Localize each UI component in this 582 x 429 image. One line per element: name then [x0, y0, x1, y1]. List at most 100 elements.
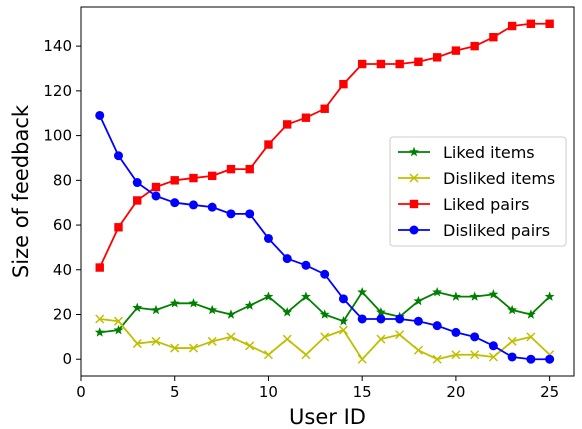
- data-point: [133, 196, 142, 205]
- legend-label: Liked items: [443, 143, 535, 162]
- data-point: [151, 182, 161, 192]
- x-tick-label: 15: [353, 383, 372, 401]
- data-point: [151, 304, 161, 315]
- data-point: [414, 57, 423, 66]
- legend-label: Liked pairs: [443, 195, 529, 214]
- legend-item: Disliked items: [398, 169, 555, 188]
- data-point: [450, 291, 461, 301]
- data-point: [245, 164, 254, 174]
- y-tick-label: 60: [53, 216, 72, 234]
- data-point: [413, 345, 423, 355]
- data-point: [244, 300, 255, 310]
- legend-marker: [409, 173, 419, 183]
- data-point: [395, 314, 405, 324]
- data-point: [470, 41, 479, 51]
- data-point: [170, 176, 179, 185]
- data-point: [170, 198, 180, 208]
- data-point: [545, 354, 555, 364]
- data-point: [375, 307, 386, 317]
- data-point: [263, 233, 273, 243]
- data-point: [432, 286, 443, 297]
- data-point: [470, 350, 480, 360]
- data-point: [94, 327, 105, 337]
- data-point: [470, 332, 480, 342]
- data-point: [489, 32, 498, 42]
- data-point: [451, 350, 461, 360]
- data-point: [507, 21, 517, 31]
- legend-label: Disliked pairs: [443, 221, 550, 240]
- data-point: [432, 354, 442, 364]
- data-point: [170, 343, 180, 353]
- data-point: [395, 59, 404, 69]
- y-tick-label: 120: [43, 82, 72, 100]
- data-point: [469, 291, 480, 301]
- data-point: [151, 191, 161, 201]
- data-point: [95, 263, 104, 272]
- data-point: [208, 171, 217, 181]
- data-point: [526, 354, 536, 364]
- data-point: [320, 332, 330, 342]
- data-point: [525, 309, 536, 319]
- data-point: [507, 352, 517, 362]
- x-tick-label: 0: [76, 383, 86, 401]
- data-point: [320, 104, 329, 113]
- x-tick-label: 5: [170, 383, 180, 401]
- x-tick-label: 20: [446, 383, 465, 401]
- legend-marker: [409, 199, 419, 209]
- data-point: [507, 304, 518, 315]
- legend-item: Disliked pairs: [398, 221, 550, 240]
- data-point: [132, 302, 143, 312]
- axes-frame: [80, 6, 575, 377]
- data-point: [282, 254, 292, 264]
- data-point: [488, 289, 499, 299]
- data-point: [189, 173, 198, 183]
- data-point: [282, 307, 293, 317]
- data-point: [132, 339, 142, 349]
- data-point: [338, 325, 348, 335]
- data-point: [95, 314, 105, 324]
- data-point: [301, 291, 311, 301]
- y-tick-label: 140: [43, 37, 72, 55]
- data-point: [376, 334, 386, 344]
- data-point: [395, 330, 405, 340]
- axis-ticks: 0 5 10 15 20 25 0 20 40 60 80 100 120 140: [43, 37, 559, 401]
- data-point: [320, 269, 330, 279]
- data-point: [245, 209, 255, 219]
- data-point: [526, 332, 536, 342]
- data-point: [282, 334, 292, 344]
- data-point: [432, 321, 442, 331]
- data-point: [207, 336, 217, 346]
- data-point: [413, 295, 424, 306]
- data-point: [226, 309, 236, 319]
- data-point: [451, 46, 461, 55]
- data-point: [263, 350, 273, 360]
- x-tick-label: 25: [540, 383, 559, 401]
- data-point: [339, 79, 348, 89]
- data-point: [226, 164, 236, 174]
- plot-area: [94, 19, 555, 364]
- data-point: [357, 314, 367, 324]
- series-line: [99, 318, 551, 361]
- data-point: [264, 140, 273, 149]
- data-point: [301, 350, 311, 360]
- x-axis-label: User ID: [289, 405, 366, 429]
- data-point: [132, 178, 142, 188]
- data-point: [301, 260, 311, 270]
- series-liked-pairs: [95, 19, 554, 272]
- legend-label: Disliked items: [443, 169, 555, 188]
- data-point: [376, 59, 386, 69]
- data-point: [113, 324, 124, 335]
- data-point: [432, 53, 442, 62]
- series-disliked-items: [95, 314, 555, 364]
- data-point: [301, 113, 311, 122]
- data-point: [338, 316, 349, 326]
- data-point: [188, 200, 198, 210]
- data-point: [357, 286, 368, 297]
- legend: Liked items Disliked items Liked pairs Disl…: [389, 136, 567, 247]
- data-point: [188, 343, 199, 353]
- data-point: [413, 316, 423, 326]
- data-point: [245, 341, 255, 351]
- x-tick-label: 10: [259, 383, 278, 401]
- legend-marker: [409, 225, 419, 235]
